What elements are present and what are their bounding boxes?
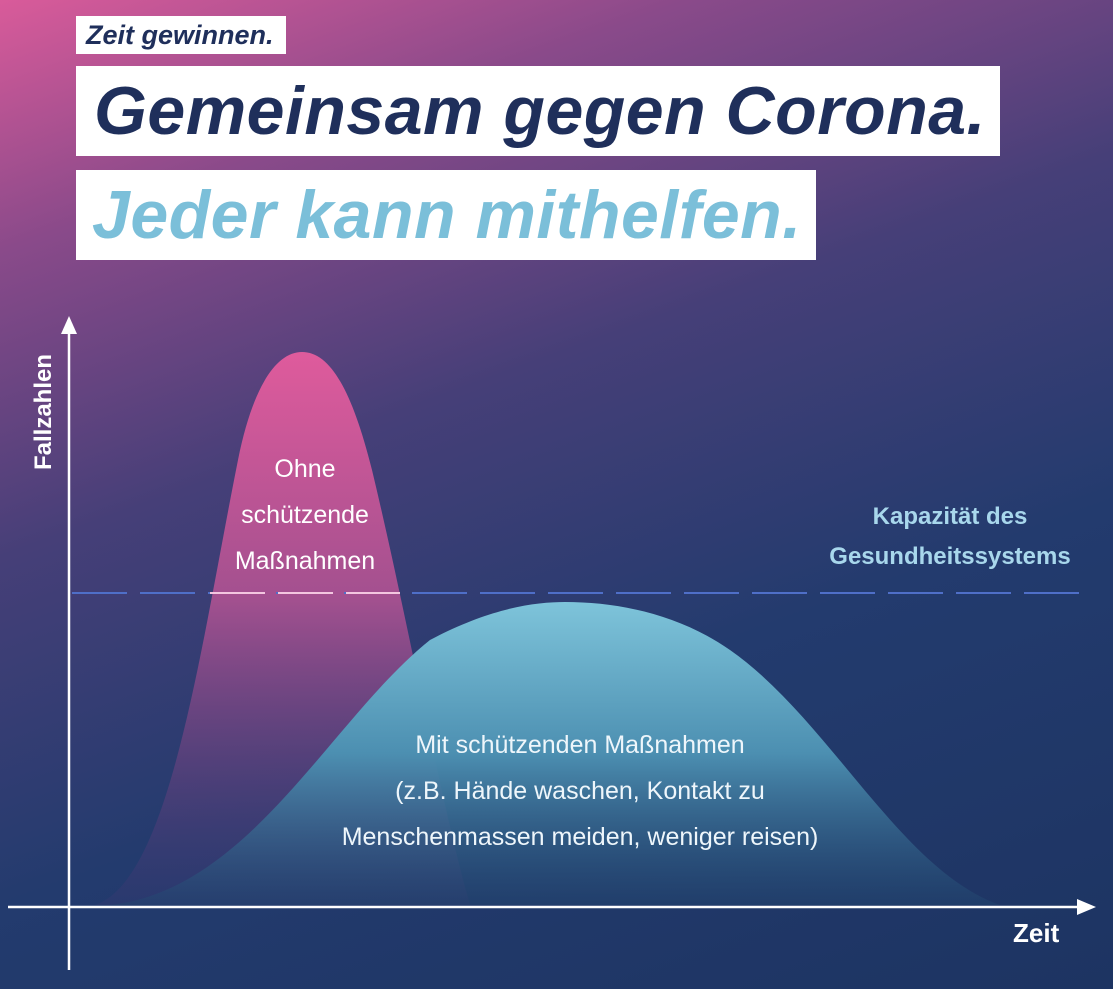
headline-secondary: Jeder kann mithelfen. xyxy=(76,170,816,260)
capacity-label-line: Kapazität des xyxy=(872,503,1028,530)
x-axis-arrow-icon xyxy=(1077,899,1096,915)
without-measures-label-line: schützende xyxy=(241,501,369,529)
with-measures-label-line: Menschenmassen meiden, weniger reisen) xyxy=(341,823,819,851)
x-axis-label: Zeit xyxy=(1013,918,1060,948)
headline-primary: Gemeinsam gegen Corona. xyxy=(76,66,1000,156)
tagline: Zeit gewinnen. xyxy=(76,16,286,54)
capacity-label: Kapazität des Gesundheitssystems xyxy=(800,497,1100,577)
y-axis-arrow-icon xyxy=(61,316,77,334)
without-measures-label: Ohne schützende Maßnahmen xyxy=(205,446,405,584)
with-measures-label-line: (z.B. Hände waschen, Kontakt zu xyxy=(395,777,765,805)
y-axis-label: Fallzahlen xyxy=(30,353,57,471)
with-measures-label-line: Mit schützenden Maßnahmen xyxy=(415,731,745,759)
capacity-label-line: Gesundheitssystems xyxy=(829,543,1071,570)
without-measures-label-line: Ohne xyxy=(274,455,336,483)
curve-with-measures xyxy=(110,602,1000,905)
with-measures-label: Mit schützenden Maßnahmen (z.B. Hände wa… xyxy=(270,722,890,860)
without-measures-label-line: Maßnahmen xyxy=(234,547,376,575)
